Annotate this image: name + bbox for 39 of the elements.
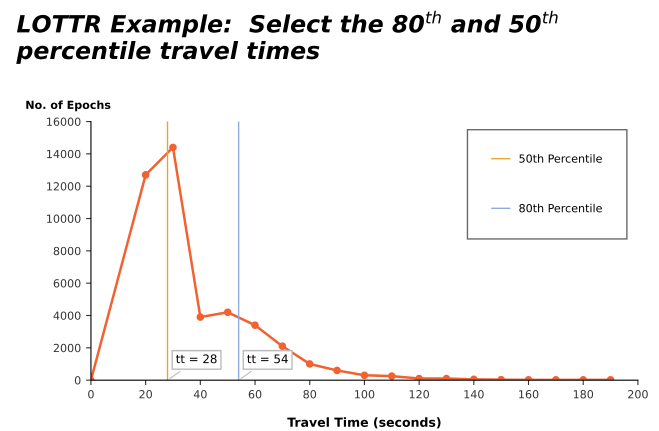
x-tick-label: 200	[628, 390, 648, 398]
x-tick-label: 160	[519, 390, 538, 398]
point	[224, 308, 232, 316]
annotation: tt = 54	[247, 354, 288, 364]
point	[333, 366, 341, 374]
y-tick-label: 16000	[47, 118, 80, 126]
y-tick-label: 2000	[54, 344, 80, 352]
point	[442, 374, 450, 380]
x-tick-label: 100	[355, 390, 374, 398]
legend-label: 80th Percentile	[519, 204, 602, 212]
point	[142, 171, 150, 179]
point	[388, 372, 396, 380]
y-tick-label: 10000	[47, 214, 80, 223]
y-tick-label: 4000	[53, 311, 80, 320]
point	[306, 360, 314, 368]
x-tick-label: 40	[194, 390, 207, 398]
x-tick-label: 0	[88, 390, 94, 398]
y-tick-label: 14000	[47, 150, 80, 158]
point	[415, 374, 423, 380]
y-tick-label: 12000	[47, 182, 80, 191]
y-axis-title: No. of Epochs	[26, 100, 110, 112]
x-axis-title: Travel Time (seconds)	[287, 417, 441, 428]
point	[251, 321, 259, 330]
annotation: tt = 28	[176, 354, 217, 364]
x-tick-label: 60	[248, 390, 262, 398]
point	[169, 144, 177, 152]
point	[196, 313, 204, 321]
point	[360, 371, 368, 380]
y-tick-label: 6000	[54, 279, 80, 288]
x-tick-label: 140	[464, 390, 484, 398]
y-tick-label: 0	[74, 376, 80, 385]
x-tick-label: 180	[574, 390, 594, 398]
x-tick-label: 20	[139, 390, 152, 398]
legend-label: 50th Percentile	[519, 154, 602, 163]
point	[278, 342, 286, 350]
x-tick-label: 120	[410, 390, 429, 398]
chart-title: LOTTR Example: Select the 80$^{th}$ and 50$^{th}$ percentile travel times	[16, 10, 558, 64]
x-tick-label: 80	[303, 390, 316, 398]
y-tick-label: 8000	[54, 246, 80, 256]
